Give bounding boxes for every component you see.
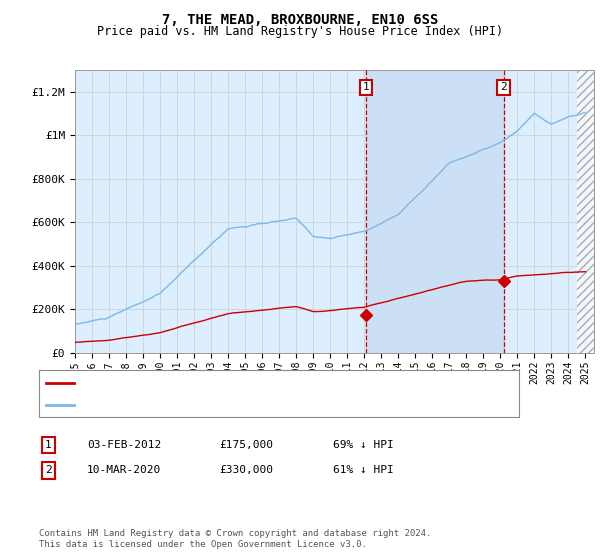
Text: 7, THE MEAD, BROXBOURNE, EN10 6SS: 7, THE MEAD, BROXBOURNE, EN10 6SS xyxy=(162,13,438,27)
Text: 03-FEB-2012: 03-FEB-2012 xyxy=(87,440,161,450)
Bar xyxy=(366,70,503,353)
Text: Price paid vs. HM Land Registry's House Price Index (HPI): Price paid vs. HM Land Registry's House … xyxy=(97,25,503,38)
Text: 1: 1 xyxy=(362,82,369,92)
Text: 61% ↓ HPI: 61% ↓ HPI xyxy=(333,465,394,475)
Text: 69% ↓ HPI: 69% ↓ HPI xyxy=(333,440,394,450)
Text: 1: 1 xyxy=(45,440,52,450)
Text: £175,000: £175,000 xyxy=(219,440,273,450)
Text: HPI: Average price, detached house, Epping Forest: HPI: Average price, detached house, Eppi… xyxy=(78,400,384,410)
Text: 2: 2 xyxy=(500,82,507,92)
Bar xyxy=(577,70,594,353)
Text: 2: 2 xyxy=(45,465,52,475)
Text: 10-MAR-2020: 10-MAR-2020 xyxy=(87,465,161,475)
Text: £330,000: £330,000 xyxy=(219,465,273,475)
Bar xyxy=(577,70,594,353)
Text: 7, THE MEAD, BROXBOURNE, EN10 6SS (detached house): 7, THE MEAD, BROXBOURNE, EN10 6SS (detac… xyxy=(78,378,391,388)
Text: Contains HM Land Registry data © Crown copyright and database right 2024.
This d: Contains HM Land Registry data © Crown c… xyxy=(39,529,431,549)
